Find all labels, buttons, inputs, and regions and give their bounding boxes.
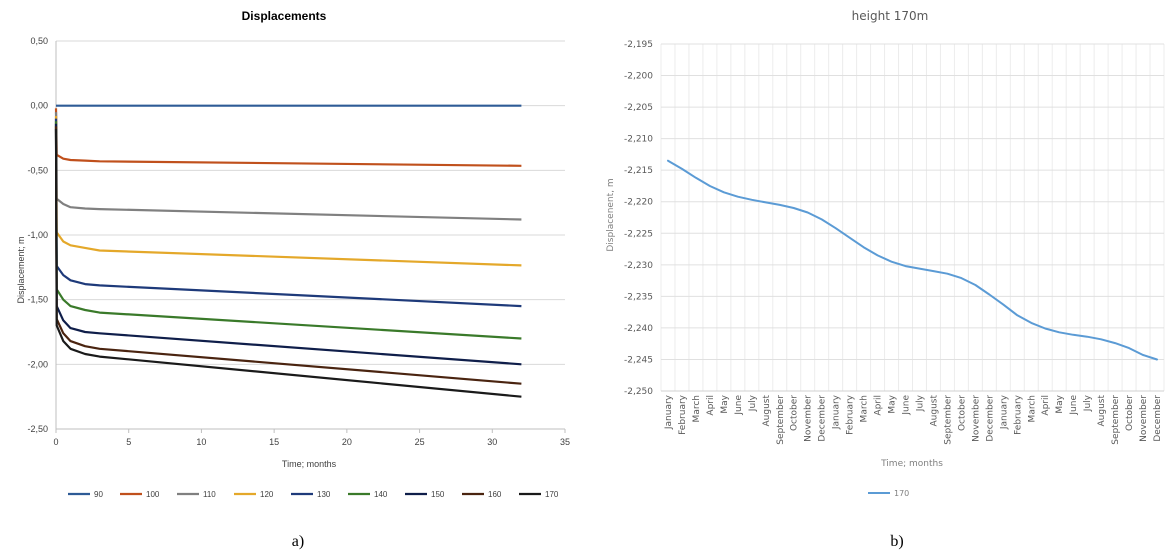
chart-b-xtick: September bbox=[776, 395, 786, 445]
chart-b-xtick: April bbox=[874, 395, 884, 416]
chart-b-xtick: September bbox=[1111, 395, 1121, 445]
chart-a-legend-label: 150 bbox=[431, 490, 445, 499]
chart-a-xtick: 30 bbox=[487, 437, 497, 447]
chart-b-xtick: May bbox=[1055, 394, 1065, 413]
chart-a-xtick: 35 bbox=[560, 437, 570, 447]
chart-b-xtick: April bbox=[706, 395, 716, 416]
chart-b-xtick: November bbox=[1139, 395, 1149, 442]
chart-a-legend-label: 100 bbox=[146, 490, 160, 499]
chart-b-xtick: July bbox=[915, 394, 925, 412]
chart-b-xtick: January bbox=[832, 394, 842, 430]
chart-b-caption: b) bbox=[890, 533, 903, 550]
chart-b-xtick: February bbox=[678, 394, 688, 435]
chart-b-ylabel: Displacenent, m bbox=[606, 178, 616, 251]
chart-a-legend-label: 170 bbox=[545, 490, 559, 499]
chart-b-xtick: June bbox=[902, 395, 912, 416]
chart-b-ytick: -2,225 bbox=[624, 229, 653, 239]
chart-b-xtick: September bbox=[943, 395, 953, 445]
chart-a-ytick: -2,50 bbox=[27, 424, 48, 434]
chart-a-xtick: 10 bbox=[196, 437, 206, 447]
chart-b-ytick: -2,195 bbox=[624, 40, 653, 50]
chart-a-legend-label: 140 bbox=[374, 490, 388, 499]
chart-height-170m: height 170m Time; months Displacenent, m… bbox=[606, 9, 1165, 550]
chart-b-ytick: -2,210 bbox=[624, 135, 653, 145]
chart-a-xtick: 5 bbox=[126, 437, 131, 447]
chart-b-xtick: July bbox=[1083, 394, 1093, 412]
chart-a-series-140 bbox=[54, 121, 522, 340]
chart-b-xtick: December bbox=[1153, 395, 1163, 442]
chart-b-ytick: -2,220 bbox=[624, 198, 653, 208]
chart-a-xtick: 0 bbox=[53, 437, 58, 447]
chart-b-xtick: December bbox=[985, 395, 995, 442]
chart-b-xtick: August bbox=[929, 395, 939, 427]
chart-a-ytick: -2,00 bbox=[27, 359, 48, 369]
chart-b-xtick: August bbox=[762, 395, 772, 427]
chart-a-legend-label: 110 bbox=[203, 490, 216, 499]
chart-b-xtick: January bbox=[664, 394, 674, 430]
chart-a-xlabel: Time; months bbox=[282, 459, 337, 469]
chart-b-xtick: November bbox=[804, 395, 814, 442]
chart-b-ytick: -2,200 bbox=[624, 72, 653, 82]
chart-b-ytick: -2,245 bbox=[624, 355, 653, 365]
chart-a-legend-label: 130 bbox=[317, 490, 331, 499]
chart-b-xtick: December bbox=[818, 395, 828, 442]
chart-a-series-150 bbox=[54, 123, 522, 366]
chart-b-xtick: January bbox=[999, 394, 1009, 430]
chart-b-xtick: March bbox=[860, 395, 870, 422]
chart-b-xtick: July bbox=[748, 394, 758, 412]
chart-a-xtick: 25 bbox=[415, 437, 425, 447]
chart-a-xtick: 20 bbox=[342, 437, 352, 447]
chart-b-ytick: -2,235 bbox=[624, 292, 653, 302]
chart-b-xtick: June bbox=[734, 395, 744, 416]
chart-a-ytick: 0,00 bbox=[30, 101, 48, 111]
chart-a-legend-label: 160 bbox=[488, 490, 502, 499]
chart-b-xtick: February bbox=[846, 394, 856, 435]
chart-b-xtick: October bbox=[957, 395, 967, 431]
chart-a-ylabel: Displacement; m bbox=[16, 236, 26, 303]
chart-a-xtick: 15 bbox=[269, 437, 279, 447]
chart-a-ytick: 0,50 bbox=[30, 36, 48, 46]
chart-b-ytick: -2,215 bbox=[624, 166, 653, 176]
chart-a-legend-label: 120 bbox=[260, 490, 274, 499]
chart-a-series-100 bbox=[54, 108, 522, 167]
chart-b-ytick: -2,205 bbox=[624, 103, 653, 113]
chart-a-series-170 bbox=[54, 128, 522, 398]
chart-a-ytick: -0,50 bbox=[27, 165, 48, 175]
chart-b-ytick: -2,250 bbox=[624, 387, 653, 397]
chart-a-caption: a) bbox=[292, 533, 304, 550]
chart-a-series-120 bbox=[54, 115, 522, 267]
chart-b-xtick: March bbox=[692, 395, 702, 422]
chart-b-ytick: -2,230 bbox=[624, 261, 653, 271]
chart-b-xtick: October bbox=[1125, 395, 1135, 431]
chart-a-ytick: -1,50 bbox=[27, 295, 48, 305]
chart-a-title: Displacements bbox=[242, 9, 327, 23]
chart-b-series-170 bbox=[667, 159, 1158, 361]
chart-b-ytick: -2,240 bbox=[624, 324, 653, 334]
chart-b-xtick: February bbox=[1013, 394, 1023, 435]
chart-b-xlabel: Time; months bbox=[880, 459, 943, 469]
chart-b-xtick: June bbox=[1069, 395, 1079, 416]
chart-b-legend-label: 170 bbox=[894, 489, 909, 498]
chart-a-ytick: -1,00 bbox=[27, 230, 48, 240]
chart-a-legend-label: 90 bbox=[94, 490, 103, 499]
chart-b-title: height 170m bbox=[852, 9, 929, 23]
chart-b-xtick: May bbox=[888, 394, 898, 413]
chart-b-xtick: October bbox=[790, 395, 800, 431]
chart-displacements: Displacements Time; months Displacement;… bbox=[16, 9, 570, 550]
chart-b-xtick: August bbox=[1097, 395, 1107, 427]
chart-b-xtick: May bbox=[720, 394, 730, 413]
chart-b-xtick: November bbox=[971, 395, 981, 442]
chart-a-series-130 bbox=[54, 118, 522, 308]
chart-b-xtick: March bbox=[1027, 395, 1037, 422]
chart-b-xtick: April bbox=[1041, 395, 1051, 416]
